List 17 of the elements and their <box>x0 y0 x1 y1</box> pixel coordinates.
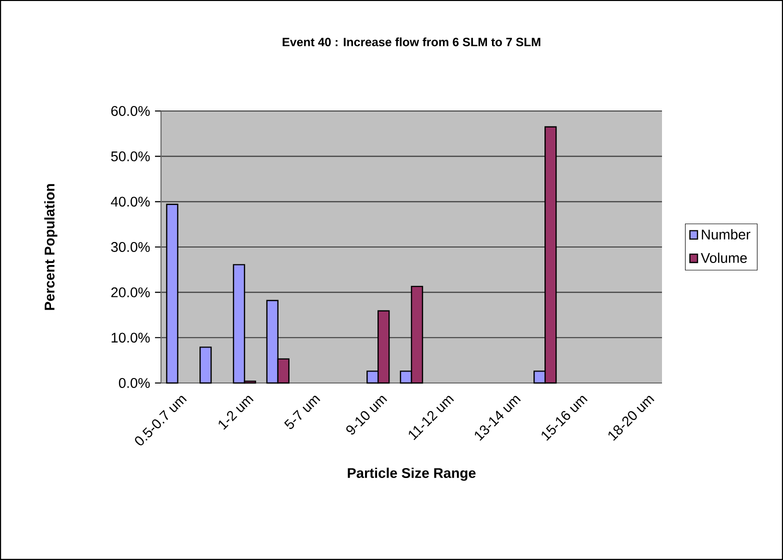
y-tick-label: 50.0% <box>111 151 150 162</box>
chart-title: Event 40 : Increase flow from 6 SLM to 7 SLM <box>282 37 540 46</box>
bar <box>200 346 212 384</box>
x-tick-label: 1-2 um <box>218 396 254 430</box>
y-axis-title: Percent Population <box>44 184 58 310</box>
legend-label: Volume <box>700 252 747 263</box>
y-tick-label: 60.0% <box>111 106 150 116</box>
x-axis-title: Particle Size Range <box>348 468 476 481</box>
y-tick-label: 0.0% <box>118 378 150 388</box>
y-tick-label: 20.0% <box>111 287 150 298</box>
legend-label: Number <box>702 229 750 240</box>
y-tick-label: 30.0% <box>111 242 150 252</box>
x-tick-label: 5-7 um <box>284 396 320 430</box>
y-tick-label: 10.0% <box>112 332 150 343</box>
x-tick-label: 9-10 um <box>346 396 388 435</box>
bar <box>166 204 178 384</box>
y-tick-label: 40.0% <box>110 196 150 207</box>
